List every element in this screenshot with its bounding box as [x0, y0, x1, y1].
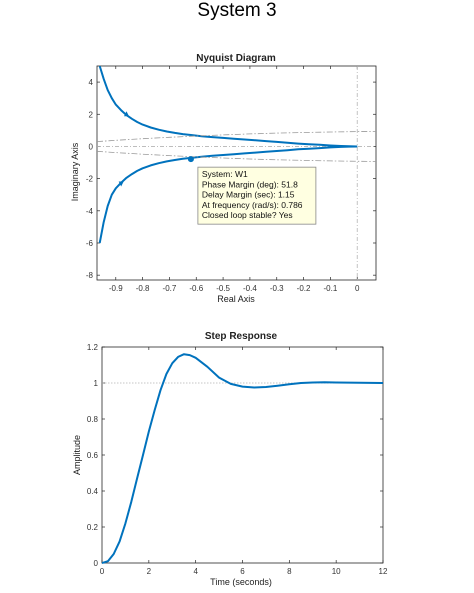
nyquist-xtick-label: -0.2 — [297, 284, 311, 293]
step-xtick-label: 8 — [287, 567, 292, 576]
nyquist-title: Nyquist Diagram — [196, 53, 276, 64]
nyquist-xlabel: Real Axis — [217, 294, 255, 304]
nyquist-ytick-label: 0 — [89, 142, 94, 151]
nyquist-axes: Nyquist Diagram Real Axis Imaginary Axis… — [70, 53, 377, 304]
nyquist-xtick-label: -0.5 — [216, 284, 230, 293]
step-series-group — [102, 353, 383, 564]
nyquist-series-3 — [97, 150, 376, 162]
nyquist-ytick-label: 4 — [89, 78, 94, 87]
nyquist-ytick-label: -8 — [86, 271, 94, 280]
step-xtick-label: 4 — [193, 567, 198, 576]
nyquist-datatip-line: System: W1 — [202, 169, 248, 179]
step-xtick-label: 0 — [100, 567, 105, 576]
step-xtick-label: 10 — [332, 567, 341, 576]
step-plot-frame — [101, 346, 384, 564]
figure-title: System 3 — [197, 0, 276, 21]
step-axes: Step Response Time (seconds) Amplitude 0… — [72, 331, 388, 587]
nyquist-xtick-label: -0.9 — [109, 284, 123, 293]
nyquist-direction-arrow — [118, 181, 124, 187]
nyquist-datatip-marker — [187, 156, 194, 163]
nyquist-ytick-label: -6 — [86, 239, 94, 248]
step-ytick-label: 1 — [94, 379, 99, 388]
nyquist-series-0 — [98, 66, 358, 148]
nyquist-xtick-label: -0.1 — [323, 284, 337, 293]
nyquist-xtick-label: -0.7 — [163, 284, 177, 293]
nyquist-datatip-line: Delay Margin (sec): 1.15 — [202, 190, 295, 200]
step-ytick-label: 1.2 — [87, 343, 99, 352]
nyquist-datatip-line: Closed loop stable? Yes — [202, 210, 293, 220]
step-ytick-label: 0.4 — [87, 487, 99, 496]
step-ylabel: Amplitude — [72, 435, 82, 475]
nyquist-ytick-label: 2 — [89, 110, 94, 119]
nyquist-datatip-line: Phase Margin (deg): 51.8 — [202, 179, 298, 189]
step-xlabel: Time (seconds) — [210, 577, 272, 587]
nyquist-xtick-label: -0.4 — [243, 284, 257, 293]
nyquist-series-2 — [97, 131, 376, 142]
step-ytick-label: 0.6 — [87, 451, 99, 460]
nyquist-xtick-label: -0.3 — [270, 284, 284, 293]
nyquist-direction-arrow — [124, 111, 130, 117]
nyquist-datatip-line: At frequency (rad/s): 0.786 — [202, 200, 303, 210]
step-ytick-label: 0 — [94, 559, 99, 568]
step-xtick-label: 6 — [240, 567, 245, 576]
nyquist-ytick-label: -4 — [86, 207, 94, 216]
nyquist-xtick-label: -0.6 — [189, 284, 203, 293]
nyquist-xtick-label: 0 — [355, 284, 360, 293]
step-series-0 — [102, 353, 383, 564]
step-ytick-label: 0.2 — [87, 523, 99, 532]
nyquist-ytick-label: -2 — [86, 175, 94, 184]
nyquist-datatip-box — [197, 166, 317, 225]
nyquist-ylabel: Imaginary Axis — [70, 142, 80, 201]
step-title: Step Response — [205, 331, 278, 342]
nyquist-xtick-label: -0.8 — [136, 284, 150, 293]
step-ytick-label: 0.8 — [87, 415, 99, 424]
step-xtick-label: 2 — [147, 567, 152, 576]
step-xtick-label: 12 — [379, 567, 388, 576]
